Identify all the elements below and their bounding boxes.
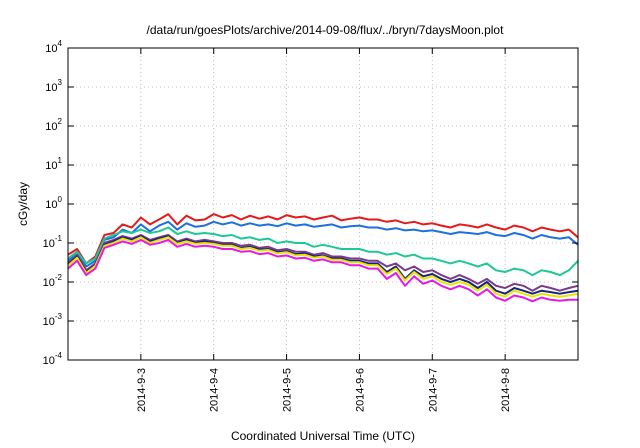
y-tick-label: 103 (45, 78, 62, 94)
grid (68, 48, 578, 360)
series-line-5 (67, 235, 579, 295)
series-line-3 (67, 226, 579, 277)
x-tick-label: 2014-9-4 (209, 368, 221, 412)
x-tick-label: 2014-9-7 (427, 368, 439, 412)
series-line-1 (67, 213, 579, 265)
series-line-2 (67, 220, 579, 268)
y-axis: 10-4 10-3 10-2 10-1 100 101 102 103 104 (43, 39, 578, 367)
series-line-4 (67, 234, 579, 292)
y-tick-label: 10-1 (43, 234, 63, 250)
x-tick-label: 2014-9-3 (136, 368, 148, 412)
y-tick-label: 100 (45, 195, 62, 211)
chart-title: /data/run/goesPlots/archive/2014-09-08/f… (147, 23, 505, 37)
x-tick-label: 2014-9-6 (354, 368, 366, 412)
x-tick-label: 2014-9-8 (500, 368, 512, 412)
series-group (67, 213, 579, 303)
series-line-6 (67, 236, 579, 298)
y-tick-label: 10-2 (43, 273, 63, 289)
y-tick-label: 102 (45, 117, 62, 133)
y-tick-label: 10-3 (43, 312, 63, 328)
x-axis: 2014-9-3 2014-9-4 2014-9-5 2014-9-6 2014-9-7… (136, 48, 512, 412)
x-axis-label: Coordinated Universal Time (UTC) (231, 429, 415, 443)
y-axis-label: cGy/day (16, 182, 30, 226)
y-tick-label: 10-4 (43, 351, 63, 367)
y-tick-label: 104 (45, 39, 62, 55)
series-line-7 (67, 238, 578, 303)
y-tick-label: 101 (45, 156, 62, 172)
x-tick-label: 2014-9-5 (282, 368, 294, 412)
